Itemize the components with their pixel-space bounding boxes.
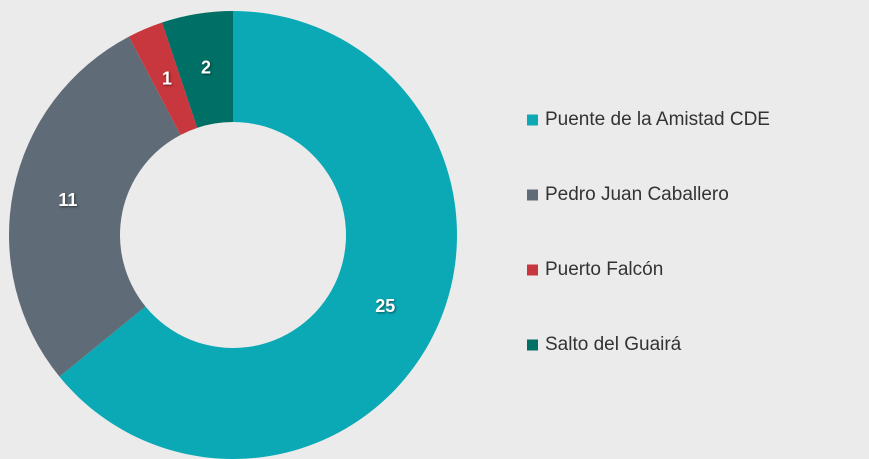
legend-swatch (527, 114, 538, 126)
data-label: 2 (201, 57, 211, 77)
donut-slice (8, 36, 181, 377)
data-label: 1 (162, 69, 172, 89)
data-label: 25 (375, 296, 395, 316)
legend-label: Pedro Juan Caballero (545, 184, 729, 205)
donut-slice (162, 11, 233, 128)
legend-label: Puerto Falcón (545, 259, 663, 280)
legend-swatch (527, 189, 538, 201)
legend-label: Salto del Guairá (545, 334, 682, 355)
data-label: 11 (58, 190, 77, 210)
legend-swatch (527, 339, 538, 351)
donut-slice (59, 11, 457, 459)
donut-slice (128, 22, 198, 135)
legend-label: Puente de la Amistad CDE (545, 109, 770, 130)
legend-swatch (527, 264, 538, 276)
